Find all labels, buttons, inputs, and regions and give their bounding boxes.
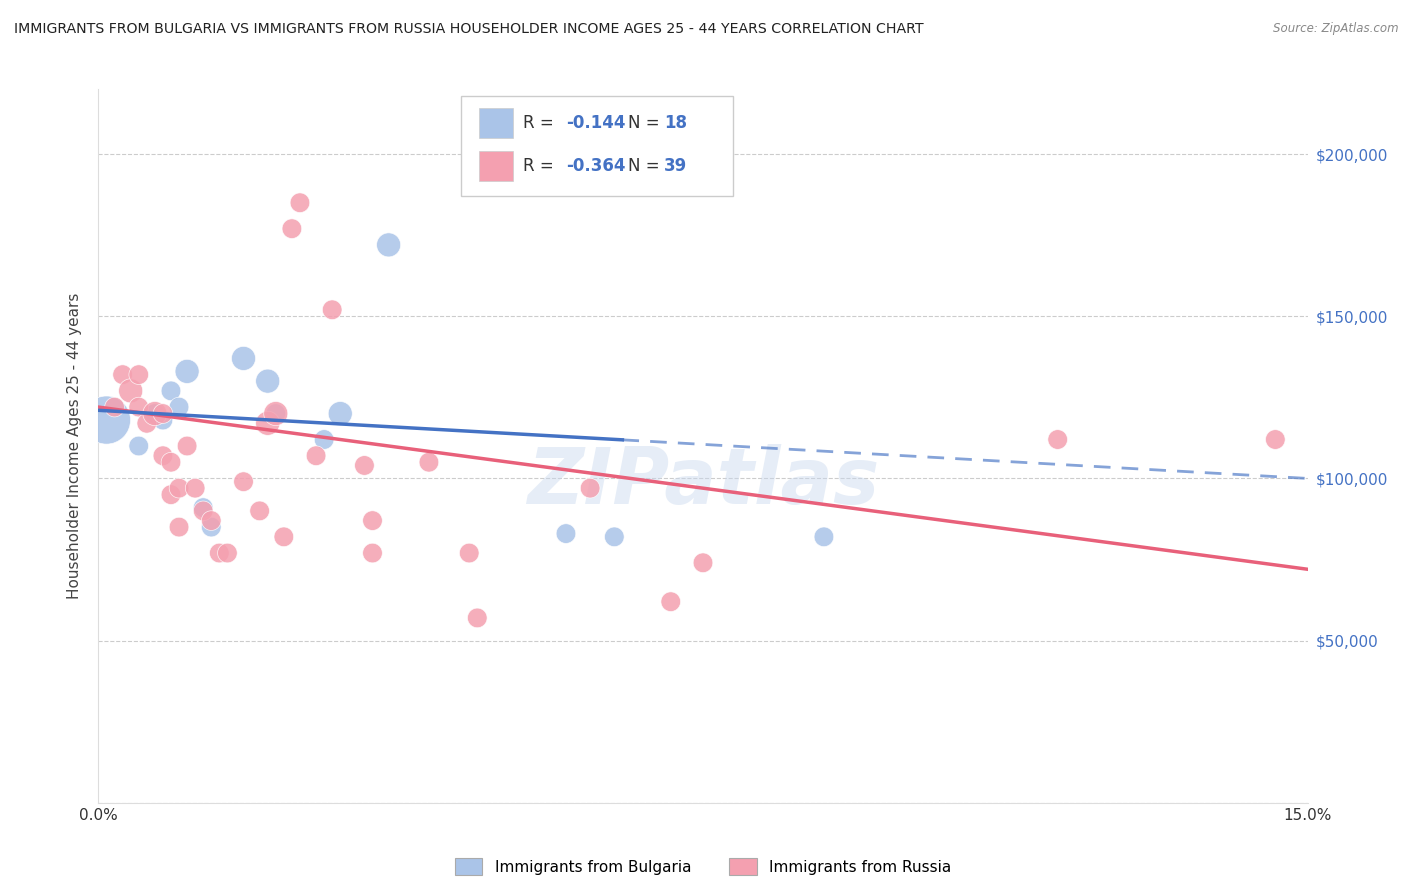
Point [160, 488, 183, 502]
Point [128, 439, 150, 453]
Point [465, 611, 488, 625]
Point [111, 368, 134, 382]
Point [361, 546, 384, 560]
Point [579, 481, 602, 495]
Text: Source: ZipAtlas.com: Source: ZipAtlas.com [1274, 22, 1399, 36]
Point [217, 546, 239, 560]
Point [96, 413, 118, 427]
Point [176, 364, 198, 378]
Text: 39: 39 [664, 157, 688, 175]
FancyBboxPatch shape [479, 151, 513, 180]
FancyBboxPatch shape [479, 108, 513, 137]
Point [256, 374, 278, 388]
Point [167, 481, 190, 495]
Point [160, 455, 183, 469]
Point [128, 368, 150, 382]
Point [361, 514, 384, 528]
Point [264, 407, 287, 421]
Point [377, 238, 399, 252]
Point [200, 520, 222, 534]
Y-axis label: Householder Income Ages 25 - 44 years: Householder Income Ages 25 - 44 years [67, 293, 83, 599]
Point [193, 500, 215, 515]
Point [1264, 433, 1286, 447]
Point [184, 481, 207, 495]
Point [305, 449, 328, 463]
Point [458, 546, 481, 560]
Text: -0.364: -0.364 [567, 157, 626, 175]
Text: N =: N = [628, 157, 665, 175]
Point [128, 400, 150, 414]
Point [120, 384, 142, 398]
Text: ZIPatlas: ZIPatlas [527, 443, 879, 520]
Legend: Immigrants from Bulgaria, Immigrants from Russia: Immigrants from Bulgaria, Immigrants fro… [454, 858, 952, 875]
Point [314, 433, 336, 447]
Point [249, 504, 271, 518]
Text: N =: N = [628, 114, 665, 132]
Text: R =: R = [523, 114, 558, 132]
Point [135, 417, 157, 431]
Point [208, 546, 231, 560]
Point [329, 407, 352, 421]
Point [281, 221, 304, 235]
Point [152, 407, 174, 421]
Point [167, 400, 190, 414]
Text: IMMIGRANTS FROM BULGARIA VS IMMIGRANTS FROM RUSSIA HOUSEHOLDER INCOME AGES 25 - : IMMIGRANTS FROM BULGARIA VS IMMIGRANTS F… [14, 22, 924, 37]
FancyBboxPatch shape [461, 96, 734, 196]
Text: 18: 18 [664, 114, 688, 132]
Point [813, 530, 835, 544]
Point [160, 384, 183, 398]
Point [152, 413, 174, 427]
Point [353, 458, 375, 473]
Point [143, 407, 166, 421]
Point [555, 526, 578, 541]
Point [152, 449, 174, 463]
Point [176, 439, 198, 453]
Point [1046, 433, 1069, 447]
Text: -0.144: -0.144 [567, 114, 626, 132]
Point [321, 302, 343, 317]
Point [200, 514, 222, 528]
Point [232, 475, 254, 489]
Point [232, 351, 254, 366]
Point [167, 520, 190, 534]
Point [418, 455, 440, 469]
Point [603, 530, 626, 544]
Point [256, 417, 278, 431]
Point [143, 407, 166, 421]
Point [273, 530, 295, 544]
Point [103, 400, 125, 414]
Point [288, 195, 311, 210]
Point [264, 407, 287, 421]
Point [193, 504, 215, 518]
Text: R =: R = [523, 157, 558, 175]
Point [692, 556, 714, 570]
Point [659, 595, 682, 609]
